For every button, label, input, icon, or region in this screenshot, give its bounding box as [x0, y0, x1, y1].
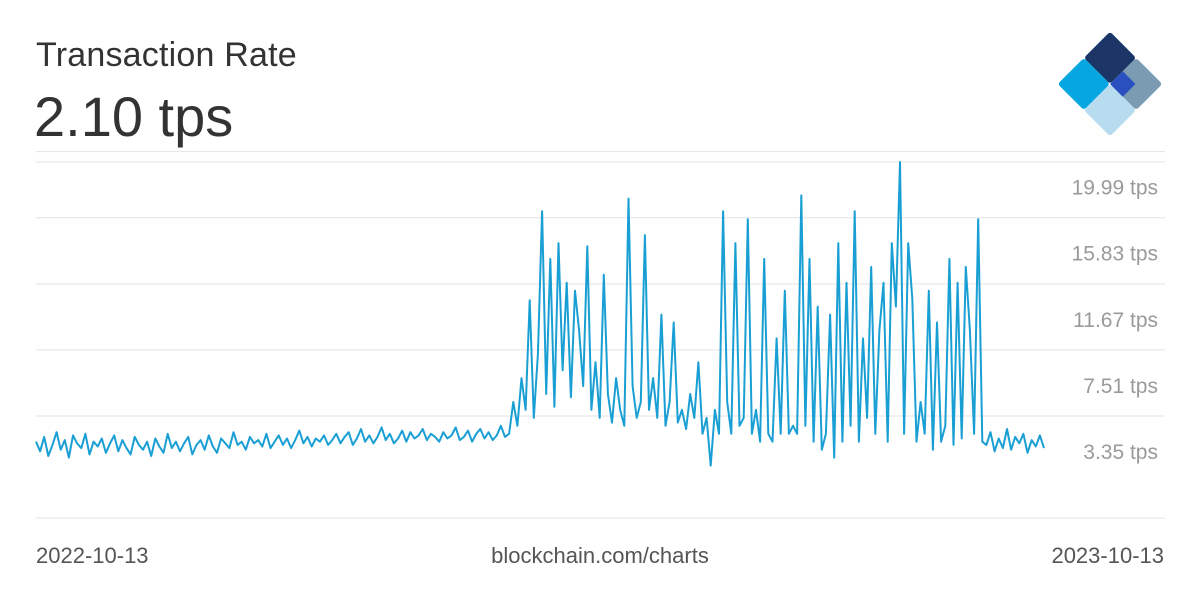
- logo-tile-top: [1085, 32, 1135, 83]
- y-tick-label: 15.83 tps: [1072, 243, 1158, 266]
- y-tick-label: 3.35 tps: [1083, 441, 1158, 464]
- chart-title: Transaction Rate: [36, 36, 297, 74]
- y-tick-label: 7.51 tps: [1083, 375, 1158, 398]
- y-tick-label: 19.99 tps: [1072, 177, 1158, 200]
- end-date: 2023-10-13: [1051, 543, 1164, 568]
- series-line: [35, 161, 1045, 467]
- source-link[interactable]: blockchain.com/charts: [491, 543, 709, 568]
- logo-tile-right: [1111, 59, 1162, 109]
- blockchain-diamond-logo-icon: [1058, 32, 1162, 136]
- y-tick-label: 11.67 tps: [1073, 309, 1158, 332]
- logo-tile-bottom: [1085, 85, 1135, 136]
- current-value: 2.10 tps: [34, 85, 234, 148]
- logo-tile-left: [1058, 59, 1109, 109]
- start-date: 2022-10-13: [36, 543, 149, 568]
- y-tick-labels: 3.35 tps 7.51 tps 11.67 tps 15.83 tps 19.99 …: [1072, 177, 1158, 464]
- grid-layer: [36, 151, 1165, 519]
